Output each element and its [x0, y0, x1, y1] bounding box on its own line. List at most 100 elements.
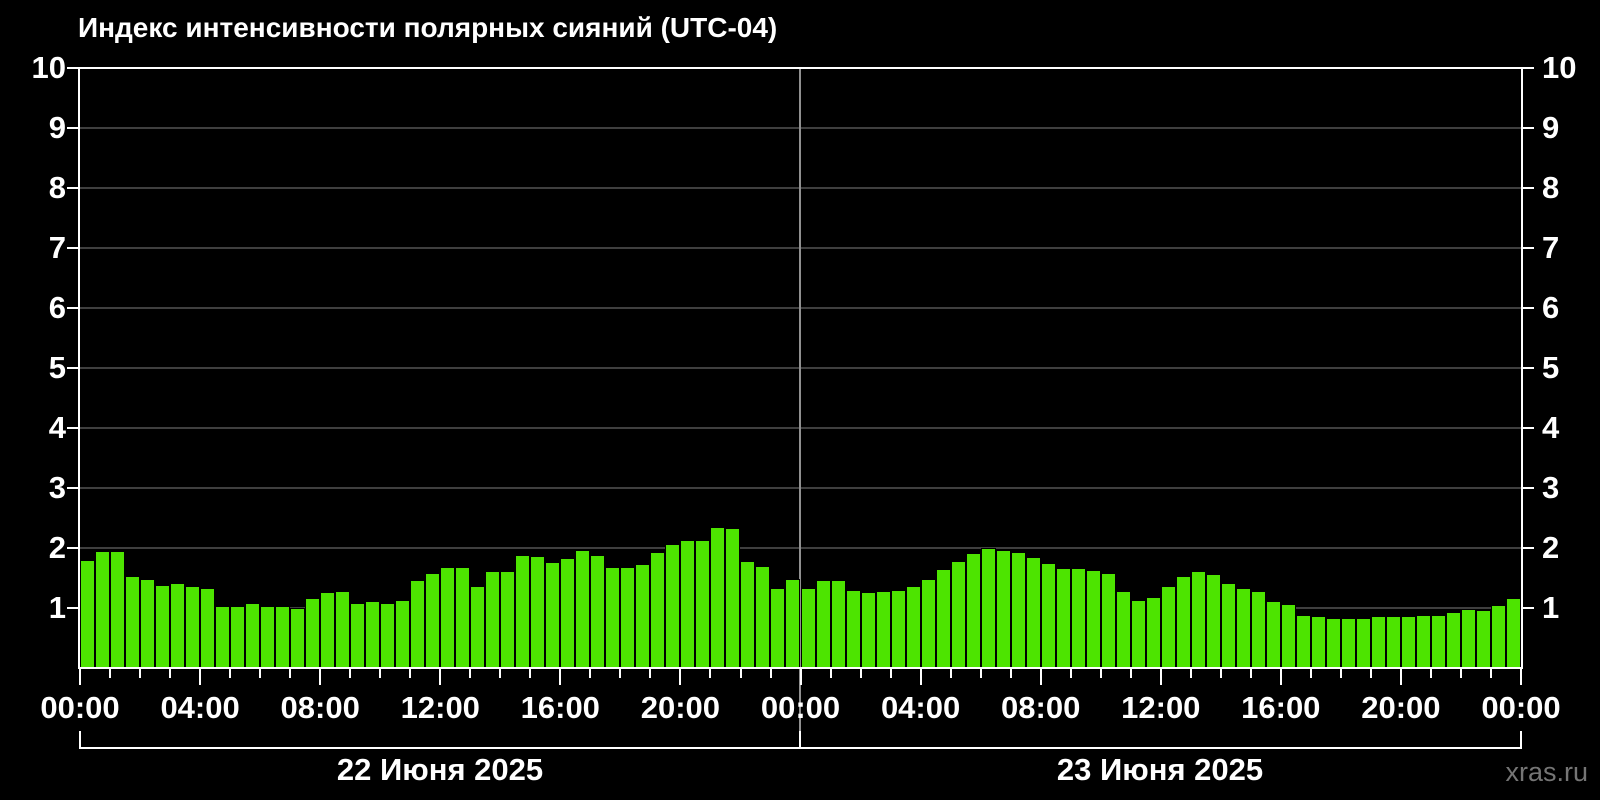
aurora-bar	[110, 551, 126, 668]
aurora-bar	[1325, 618, 1341, 668]
x-axis-minor-tick	[229, 669, 232, 678]
x-axis-major-tick	[799, 669, 802, 685]
aurora-bar	[1040, 563, 1056, 668]
y-axis-tick-right	[1523, 187, 1534, 189]
aurora-bar	[1115, 591, 1131, 668]
aurora-bar	[1340, 618, 1356, 668]
aurora-bar	[665, 544, 681, 668]
aurora-bar	[1475, 610, 1491, 668]
y-axis-tick-left	[67, 547, 78, 549]
aurora-bar	[875, 591, 891, 668]
y-axis-label-right: 8	[1542, 170, 1560, 205]
y-axis-tick-left	[67, 427, 78, 429]
aurora-bar	[140, 579, 156, 668]
x-axis-minor-tick	[109, 669, 111, 678]
plot-frame-top	[78, 67, 1523, 69]
aurora-bar	[1460, 609, 1476, 668]
aurora-bar	[965, 553, 981, 668]
x-axis-major-tick	[1039, 669, 1042, 685]
x-axis-minor-tick	[949, 669, 952, 678]
plot-frame-right	[1521, 67, 1523, 669]
x-axis-minor-tick	[619, 669, 622, 678]
aurora-bar	[290, 608, 306, 668]
x-axis-major-tick	[1159, 669, 1162, 685]
x-axis-time-label: 00:00	[40, 690, 120, 725]
aurora-bar	[995, 550, 1011, 668]
plot-frame-bottom	[78, 667, 1523, 669]
aurora-bar	[905, 586, 921, 668]
aurora-bar	[1220, 583, 1236, 668]
aurora-bar	[980, 548, 996, 668]
day-bracket-cap	[79, 731, 81, 749]
aurora-bar	[260, 606, 276, 668]
y-axis-label-left: 9	[48, 110, 66, 145]
aurora-bar	[725, 528, 741, 668]
aurora-bar	[245, 603, 261, 668]
x-axis-minor-tick	[529, 669, 532, 678]
y-axis-tick-right	[1523, 127, 1534, 129]
y-axis-tick-left	[67, 67, 78, 69]
plot-frame-left	[78, 67, 80, 669]
x-axis-minor-tick	[829, 669, 832, 678]
aurora-bar	[305, 598, 321, 668]
y-axis-label-left: 2	[48, 530, 66, 565]
aurora-bar	[365, 601, 381, 668]
x-axis-time-label: 16:00	[520, 690, 600, 725]
chart-title: Индекс интенсивности полярных сияний (UT…	[78, 12, 778, 43]
aurora-bar	[215, 606, 231, 668]
aurora-bar	[740, 561, 756, 668]
aurora-bar	[320, 592, 336, 668]
x-axis-minor-tick	[1429, 669, 1432, 678]
aurora-bar	[1175, 576, 1191, 668]
aurora-bar	[1010, 552, 1026, 668]
x-axis-minor-tick	[709, 669, 712, 678]
aurora-bar	[155, 585, 171, 668]
aurora-bar	[125, 576, 141, 668]
x-axis-minor-tick	[979, 669, 982, 678]
aurora-bar	[560, 558, 576, 668]
x-axis-time-label: 20:00	[640, 690, 721, 725]
aurora-bar	[1100, 573, 1116, 668]
aurora-bar	[860, 592, 876, 668]
x-axis-minor-tick	[1309, 669, 1312, 678]
x-axis-time-label: 04:00	[880, 690, 961, 725]
aurora-bar	[1370, 616, 1386, 668]
y-axis-tick-right	[1523, 547, 1534, 549]
x-axis-minor-tick	[889, 669, 892, 678]
x-axis-time-label: 00:00	[1481, 690, 1561, 725]
aurora-bar	[575, 550, 591, 668]
x-axis-minor-tick	[1099, 669, 1102, 678]
x-axis-minor-tick	[289, 669, 292, 678]
aurora-bar	[1145, 597, 1161, 668]
x-axis-minor-tick	[349, 669, 352, 678]
aurora-bar	[1295, 615, 1311, 668]
y-axis-tick-right	[1523, 367, 1534, 369]
aurora-bar	[1235, 588, 1251, 668]
x-axis-minor-tick	[169, 669, 172, 678]
x-axis-minor-tick	[1490, 669, 1492, 678]
y-axis-label-right: 10	[1542, 50, 1577, 85]
x-axis-minor-tick	[1009, 669, 1012, 678]
y-axis-tick-left	[67, 187, 78, 189]
x-axis-minor-tick	[769, 669, 772, 678]
aurora-bar	[1355, 618, 1371, 668]
y-axis-tick-right	[1523, 247, 1534, 249]
x-axis-major-tick	[439, 669, 442, 685]
x-axis-major-tick	[319, 669, 322, 685]
aurora-bar	[1490, 605, 1506, 668]
aurora-bar	[80, 560, 95, 668]
x-axis-minor-tick	[1339, 669, 1342, 678]
x-axis-minor-tick	[739, 669, 742, 678]
aurora-bar	[1430, 615, 1446, 668]
aurora-bar	[590, 555, 606, 668]
aurora-bar	[410, 580, 426, 668]
aurora-bar	[1400, 616, 1416, 668]
x-axis-time-label: 12:00	[1121, 690, 1201, 725]
aurora-bar	[770, 588, 786, 668]
aurora-bar	[1190, 571, 1206, 668]
x-axis-minor-tick	[469, 669, 472, 678]
aurora-bar	[470, 586, 486, 668]
y-axis-label-left: 3	[48, 470, 66, 505]
aurora-bar	[485, 571, 501, 668]
aurora-bar	[1310, 616, 1326, 668]
